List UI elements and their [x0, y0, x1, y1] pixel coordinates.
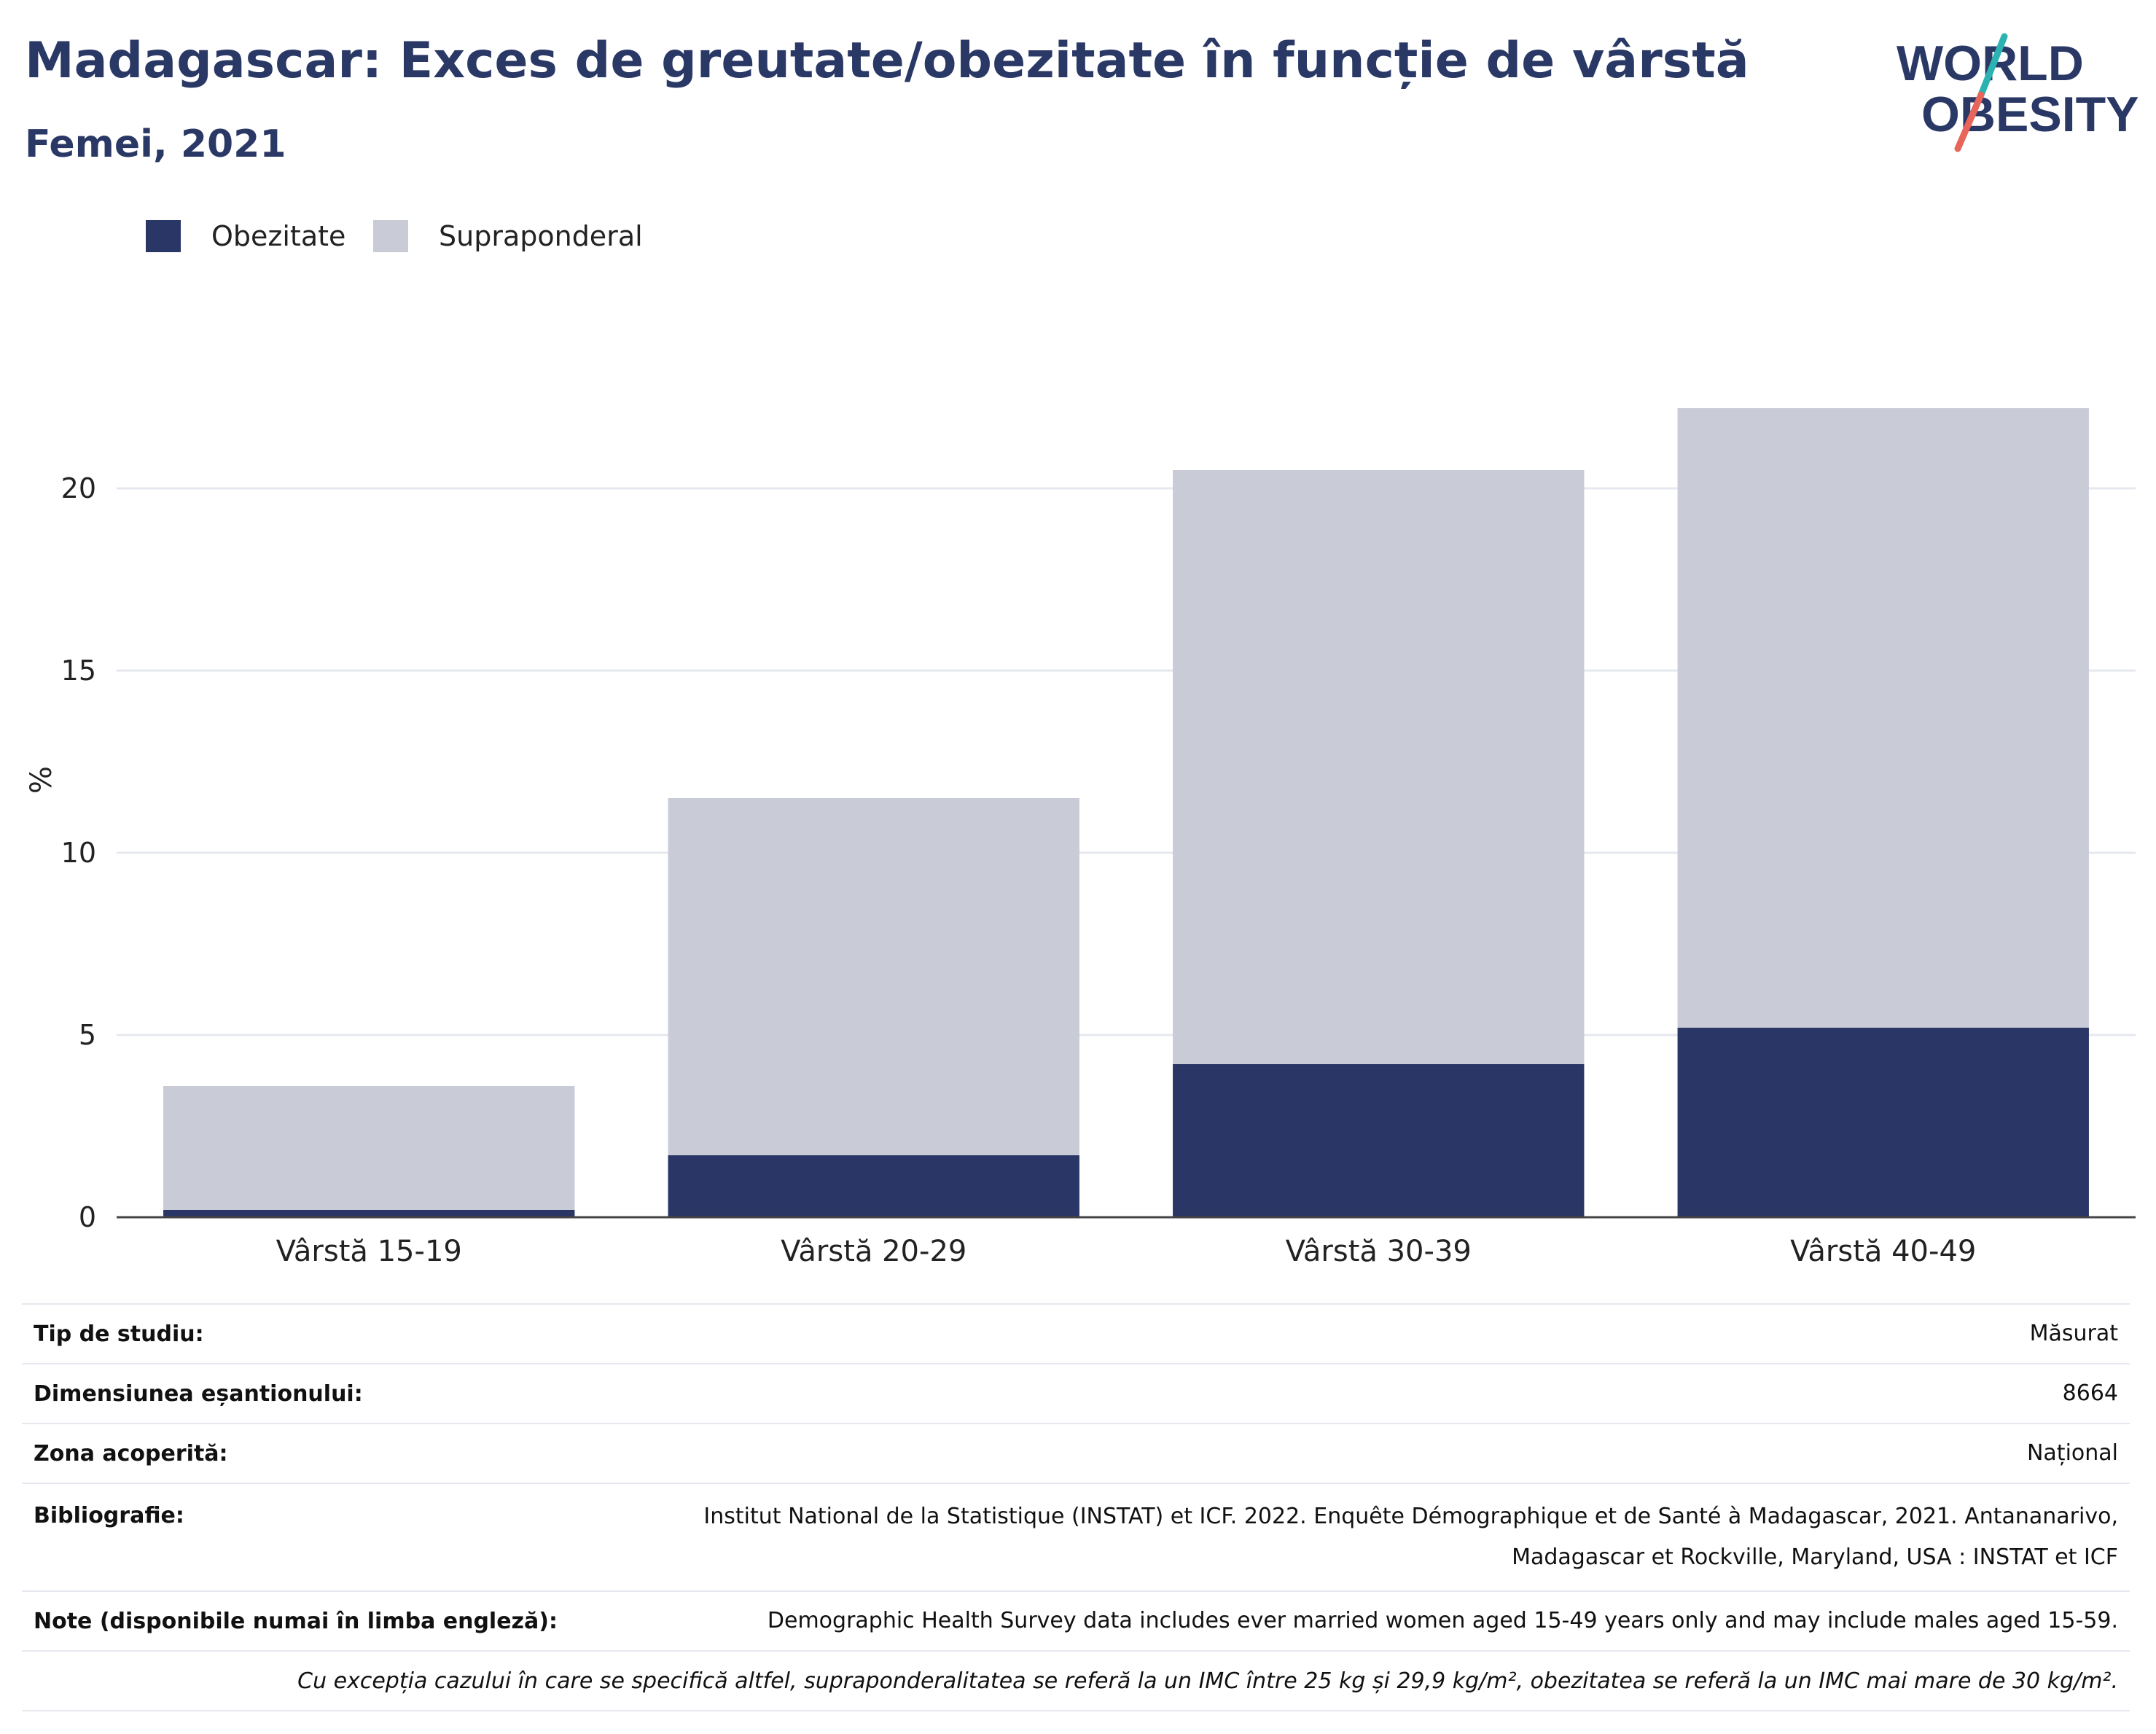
footnote: Cu excepția cazului în care se specifică…: [22, 1650, 2130, 1711]
page-subtitle: Femei, 2021: [25, 122, 286, 166]
bibliography-line-1: Institut National de la Statistique (INS…: [703, 1504, 2118, 1529]
logo-line2: OBESITY: [1921, 87, 2139, 142]
bar-obezitate: [163, 1210, 575, 1217]
legend-label-obezitate: Obezitate: [211, 220, 346, 252]
bar-chart: 0 5 10 15 20% Vârstă 15-19 Vârstă 20-29 Vârstă …: [25, 408, 2136, 1268]
y-tick-label: 20: [61, 472, 96, 504]
logo-slash-bottom: [1954, 91, 1985, 152]
info-row-sample-size: Dimensiunea eșantionului: 8664: [22, 1363, 2130, 1424]
x-tick-label: Vârstă 20-29: [781, 1235, 966, 1268]
legend-label-supraponderal: Supraponderal: [439, 220, 643, 252]
info-row-study-type: Tip de studiu: Măsurat: [22, 1303, 2130, 1364]
bar-supraponderal: [1677, 408, 2089, 1028]
info-key: Bibliografie:: [22, 1483, 604, 1592]
world-obesity-logo: WORLD OBESITY: [1897, 33, 2139, 152]
info-value: Măsurat: [603, 1303, 2130, 1364]
info-key: Dimensiunea eșantionului:: [22, 1363, 604, 1424]
info-row-coverage: Zona acoperită: Național: [22, 1423, 2130, 1484]
bar-supraponderal: [668, 798, 1079, 1155]
page-title: Madagascar: Exces de greutate/obezitate …: [25, 32, 1749, 90]
logo-slash-top: [1977, 33, 2008, 98]
y-tick-label: 10: [61, 837, 96, 869]
bar-obezitate: [668, 1155, 1079, 1217]
legend-swatch-supraponderal: [373, 220, 408, 252]
info-value: Institut National de la Statistique (INS…: [603, 1483, 2130, 1592]
bibliography-line-2: Madagascar et Rockville, Maryland, USA :…: [1512, 1544, 2118, 1570]
bar-supraponderal: [163, 1086, 575, 1210]
info-key: Zona acoperită:: [22, 1423, 604, 1484]
info-row-bibliography: Bibliografie: Institut National de la St…: [22, 1483, 2130, 1592]
y-tick-label: 15: [61, 655, 96, 687]
y-axis-label: %: [25, 766, 58, 794]
info-value: Național: [603, 1423, 2130, 1484]
info-row-footnote: Cu excepția cazului în care se specifică…: [22, 1650, 2130, 1711]
legend-swatch-obezitate: [146, 220, 181, 252]
bar-supraponderal: [1173, 470, 1585, 1064]
x-tick-label: Vârstă 40-49: [1790, 1235, 1976, 1268]
y-tick-label: 5: [79, 1019, 96, 1051]
study-info-table: Tip de studiu: Măsurat Dimensiunea eșant…: [22, 1303, 2130, 1711]
info-key: Tip de studiu:: [22, 1303, 604, 1364]
info-key: Note (disponibile numai în limba engleză…: [22, 1590, 604, 1652]
info-value: 8664: [603, 1363, 2130, 1424]
x-tick-label: Vârstă 30-39: [1286, 1235, 1472, 1268]
x-tick-label: Vârstă 15-19: [276, 1235, 462, 1268]
y-tick-label: 0: [79, 1201, 96, 1233]
bar-obezitate: [1173, 1064, 1585, 1217]
info-value: Demographic Health Survey data includes …: [603, 1590, 2130, 1652]
info-row-notes: Note (disponibile numai în limba engleză…: [22, 1590, 2130, 1652]
bar-obezitate: [1677, 1028, 2089, 1217]
